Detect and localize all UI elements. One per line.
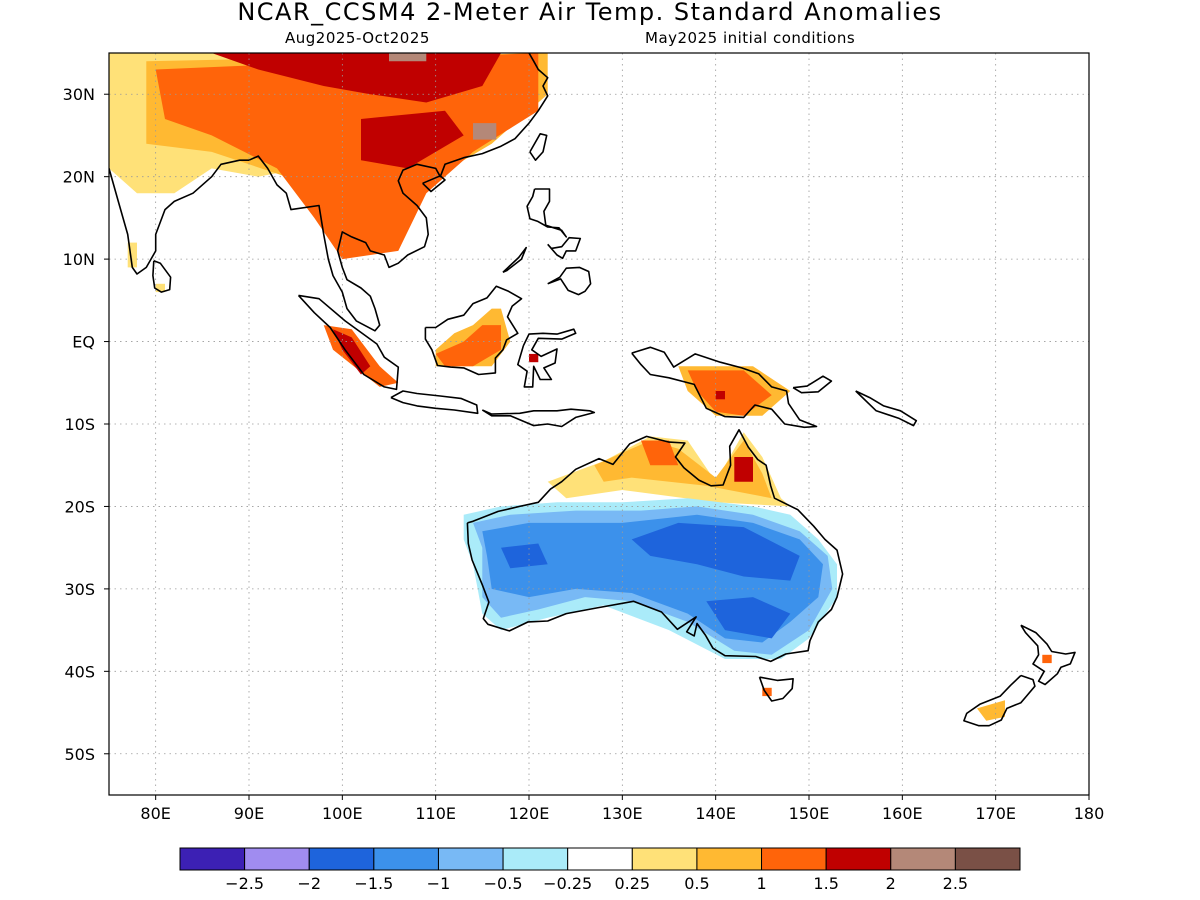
colorbar-label: 2 xyxy=(886,874,896,893)
coastline-bay-of-bengal-indochina-china xyxy=(248,53,549,332)
coastline-tasmania xyxy=(758,676,794,702)
lat-tick-label: 20N xyxy=(63,168,95,187)
lon-tick-label: 90E xyxy=(234,804,264,823)
initial-conditions: May2025 initial conditions xyxy=(645,29,856,47)
anomaly-region-australia-cold-core-east xyxy=(631,522,800,581)
coastline-new-guinea xyxy=(631,346,818,429)
coastline-philippines-visayas xyxy=(547,236,582,260)
anomaly-region-yunnan-extreme xyxy=(361,110,464,169)
colorbar-bin xyxy=(437,847,504,871)
colorbar-label: −2 xyxy=(297,874,321,893)
lat-tick-label: 30S xyxy=(64,580,95,599)
lat-tick-label: 10N xyxy=(63,250,95,269)
coastline-new-zealand-south xyxy=(963,674,1036,727)
lat-tick-label: 50S xyxy=(64,745,95,764)
colorbar-bin xyxy=(696,847,763,871)
colorbar-bin xyxy=(308,847,375,871)
lon-tick-label: 80E xyxy=(140,804,170,823)
lon-tick-label: 140E xyxy=(695,804,736,823)
anomaly-region-australia-cold-core-west xyxy=(501,543,548,569)
lon-tick-label: 150E xyxy=(789,804,830,823)
anomaly-region-new-zealand-north-warm xyxy=(1042,654,1052,664)
anomaly-region-australia-cold-core-south xyxy=(706,597,791,639)
colorbar-label: −0.25 xyxy=(543,874,592,893)
anomaly-region-sumatra-extreme xyxy=(333,329,371,375)
lat-tick-label: 20S xyxy=(64,497,95,516)
colorbar-bin xyxy=(890,847,956,871)
colorbar-label: −0.5 xyxy=(484,874,523,893)
anomaly-region-new-guinea-strong xyxy=(687,370,772,416)
coastline-hainan xyxy=(422,175,446,193)
coastline-borneo xyxy=(424,285,523,376)
coastline-palawan xyxy=(502,246,528,274)
coastline-lesser-sunda xyxy=(481,408,596,428)
colorbar-bin xyxy=(761,847,827,871)
coastline-solomon-islands xyxy=(855,390,918,427)
coastlines xyxy=(109,53,1076,727)
colorbar-bin xyxy=(244,847,310,871)
colorbar-label: 0.25 xyxy=(614,874,650,893)
colorbar-bin xyxy=(373,847,439,871)
anomaly-region-china-indochina-strong xyxy=(155,53,539,260)
lat-tick-label: 10S xyxy=(64,415,95,434)
anomaly-fills xyxy=(109,53,1052,721)
colorbar: −2.5 −2 −1.5 −1 −0.5 −0.25 0.25 0.5 1 1.5 2 2.5 xyxy=(179,847,1021,893)
axis-labels: 80E 90E 100E 110E 120E 130E 140E 150E 160E 170E 18… xyxy=(63,85,1105,823)
coastline-philippines-luzon xyxy=(526,188,568,238)
colorbar-label: 1 xyxy=(756,874,766,893)
colorbar-bin xyxy=(631,847,698,871)
anomaly-region-new-guinea-extreme xyxy=(715,391,725,400)
colorbar-label: −2.5 xyxy=(225,874,264,893)
colorbar-bin xyxy=(954,847,1021,871)
lon-tick-label: 120E xyxy=(509,804,550,823)
lon-tick-label: 100E xyxy=(322,804,363,823)
anomaly-region-china-hotspot-north xyxy=(389,53,427,62)
colorbar-bin xyxy=(567,847,633,871)
lon-tick-label: 160E xyxy=(882,804,923,823)
anomaly-region-cape-york-extreme xyxy=(734,457,753,482)
coastline-new-britain xyxy=(792,375,833,394)
forecast-period: Aug2025-Oct2025 xyxy=(285,29,430,47)
anomaly-region-borneo-strong xyxy=(435,325,501,367)
colorbar-label: 2.5 xyxy=(943,874,968,893)
colorbar-label: −1 xyxy=(427,874,451,893)
anomaly-region-north-australia-strong xyxy=(594,440,772,499)
coastline-new-zealand-north xyxy=(1020,624,1076,686)
lat-tick-label: 30N xyxy=(63,85,95,104)
coastline-taiwan xyxy=(529,133,548,161)
coastline-sumatra xyxy=(297,294,400,391)
anomaly-region-china-hotspot-east xyxy=(473,123,497,140)
anomaly-region-new-zealand-south-warm xyxy=(977,700,1005,721)
lon-tick-label: 170E xyxy=(975,804,1016,823)
colorbar-bin xyxy=(825,847,892,871)
colorbar-label: 0.5 xyxy=(684,874,709,893)
lon-tick-label: 180 xyxy=(1074,804,1105,823)
lat-lon-grid xyxy=(109,53,1089,795)
anomaly-region-sulawesi-extreme xyxy=(529,353,539,363)
lon-tick-label: 110E xyxy=(415,804,456,823)
coastline-india xyxy=(109,159,249,275)
lat-tick-label: EQ xyxy=(72,333,95,352)
anomaly-region-tibet-china-extreme xyxy=(211,53,501,103)
lon-tick-label: 130E xyxy=(602,804,643,823)
coastline-australia xyxy=(466,428,844,663)
anomaly-region-arnhem-extreme xyxy=(641,440,679,466)
coastline-sulawesi xyxy=(516,328,577,388)
colorbar-bin xyxy=(502,847,569,871)
coastline-java xyxy=(390,390,479,415)
chart-title: NCAR_CCSM4 2-Meter Air Temp. Standard An… xyxy=(237,0,943,26)
coastline-sri-lanka xyxy=(152,260,172,293)
colorbar-label: 1.5 xyxy=(813,874,838,893)
colorbar-bin xyxy=(179,847,246,871)
coastline-philippines-mindanao xyxy=(547,266,592,296)
lat-tick-label: 40S xyxy=(64,662,95,681)
colorbar-label: −1.5 xyxy=(354,874,393,893)
